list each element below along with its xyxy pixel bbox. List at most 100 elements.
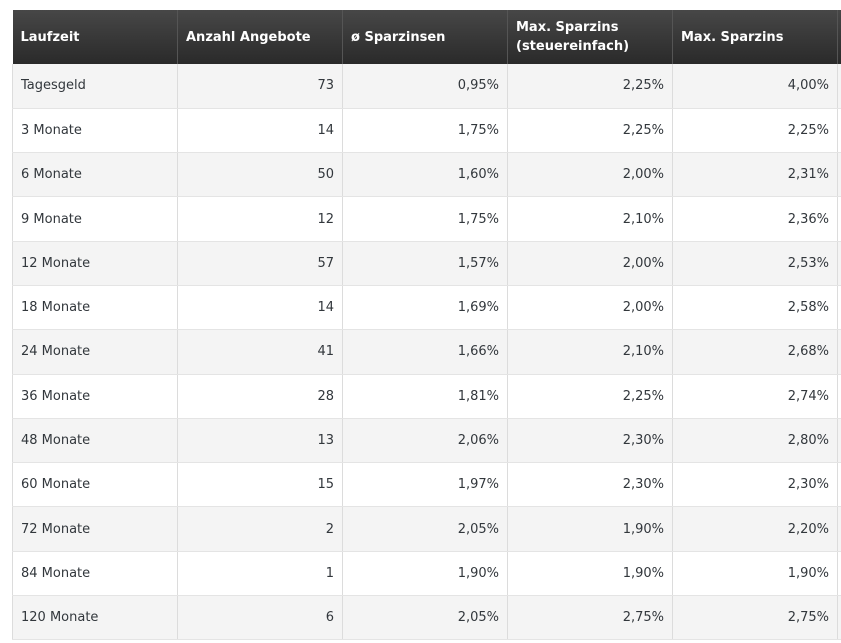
table-row: 60 Monate 15 1,97% 2,30% 2,30% [12, 462, 841, 508]
table-header: Laufzeit Anzahl Angebote ø Sparzinsen Ma… [12, 10, 841, 64]
cell-max-sparzins-steuereinfach: 2,10% [507, 329, 673, 375]
cell-anzahl-angebote: 57 [177, 241, 343, 286]
cell-max-sparzins: 2,80% [672, 418, 838, 464]
header-overflow-column [837, 10, 841, 64]
cell-avg-sparzinsen: 1,69% [342, 285, 508, 331]
cell-max-sparzins: 2,36% [672, 196, 838, 242]
cell-max-sparzins-steuereinfach: 2,25% [507, 374, 673, 419]
cell-overflow-column [837, 152, 841, 198]
cell-max-sparzins-steuereinfach: 2,25% [507, 64, 673, 109]
cell-laufzeit: 9 Monate [12, 196, 178, 242]
cell-avg-sparzinsen: 1,90% [342, 551, 508, 597]
table-row: 120 Monate 6 2,05% 2,75% 2,75% [12, 595, 841, 641]
cell-anzahl-angebote: 2 [177, 506, 343, 552]
table-row: 36 Monate 28 1,81% 2,25% 2,74% [12, 374, 841, 419]
cell-avg-sparzinsen: 2,05% [342, 506, 508, 552]
header-max-sparzins-steuereinfach[interactable]: Max. Sparzins (steuereinfach) [507, 10, 673, 64]
cell-max-sparzins: 2,68% [672, 329, 838, 375]
cell-max-sparzins-steuereinfach: 2,00% [507, 152, 673, 198]
table-row: 18 Monate 14 1,69% 2,00% 2,58% [12, 285, 841, 331]
cell-anzahl-angebote: 15 [177, 462, 343, 508]
table-row: 24 Monate 41 1,66% 2,10% 2,68% [12, 329, 841, 375]
header-row: Laufzeit Anzahl Angebote ø Sparzinsen Ma… [12, 10, 841, 64]
cell-overflow-column [837, 196, 841, 242]
cell-max-sparzins-steuereinfach: 2,10% [507, 196, 673, 242]
table-row: 12 Monate 57 1,57% 2,00% 2,53% [12, 241, 841, 286]
cell-max-sparzins: 2,75% [672, 595, 838, 641]
cell-max-sparzins-steuereinfach: 2,30% [507, 462, 673, 508]
cell-max-sparzins-steuereinfach: 1,90% [507, 551, 673, 597]
cell-laufzeit: 6 Monate [12, 152, 178, 198]
cell-laufzeit: Tagesgeld [12, 64, 178, 109]
table-row: 84 Monate 1 1,90% 1,90% 1,90% [12, 551, 841, 597]
cell-max-sparzins-steuereinfach: 2,75% [507, 595, 673, 641]
cell-overflow-column [837, 418, 841, 464]
cell-overflow-column [837, 241, 841, 286]
cell-max-sparzins: 2,30% [672, 462, 838, 508]
rates-table-container: Laufzeit Anzahl Angebote ø Sparzinsen Ma… [12, 10, 841, 641]
cell-avg-sparzinsen: 1,75% [342, 196, 508, 242]
table-row: 48 Monate 13 2,06% 2,30% 2,80% [12, 418, 841, 464]
cell-laufzeit: 18 Monate [12, 285, 178, 331]
cell-avg-sparzinsen: 1,57% [342, 241, 508, 286]
cell-avg-sparzinsen: 1,75% [342, 108, 508, 154]
cell-max-sparzins-steuereinfach: 2,30% [507, 418, 673, 464]
cell-anzahl-angebote: 1 [177, 551, 343, 597]
cell-laufzeit: 72 Monate [12, 506, 178, 552]
cell-laufzeit: 36 Monate [12, 374, 178, 419]
table-body: Tagesgeld 73 0,95% 2,25% 4,00% 3 Monate 14 1,75… [12, 64, 841, 641]
cell-overflow-column [837, 506, 841, 552]
cell-max-sparzins-steuereinfach: 1,90% [507, 506, 673, 552]
table-row: 3 Monate 14 1,75% 2,25% 2,25% [12, 108, 841, 154]
cell-anzahl-angebote: 14 [177, 285, 343, 331]
table-row: 9 Monate 12 1,75% 2,10% 2,36% [12, 196, 841, 242]
cell-laufzeit: 12 Monate [12, 241, 178, 286]
cell-max-sparzins-steuereinfach: 2,00% [507, 285, 673, 331]
cell-anzahl-angebote: 50 [177, 152, 343, 198]
cell-avg-sparzinsen: 0,95% [342, 64, 508, 109]
cell-avg-sparzinsen: 1,97% [342, 462, 508, 508]
cell-max-sparzins: 2,74% [672, 374, 838, 419]
cell-max-sparzins-steuereinfach: 2,25% [507, 108, 673, 154]
cell-anzahl-angebote: 41 [177, 329, 343, 375]
cell-anzahl-angebote: 13 [177, 418, 343, 464]
cell-overflow-column [837, 551, 841, 597]
header-max-sparzins[interactable]: Max. Sparzins [672, 10, 838, 64]
cell-anzahl-angebote: 73 [177, 64, 343, 109]
cell-overflow-column [837, 374, 841, 419]
cell-laufzeit: 60 Monate [12, 462, 178, 508]
cell-max-sparzins: 2,53% [672, 241, 838, 286]
cell-laufzeit: 48 Monate [12, 418, 178, 464]
cell-max-sparzins: 2,58% [672, 285, 838, 331]
cell-avg-sparzinsen: 1,81% [342, 374, 508, 419]
cell-anzahl-angebote: 14 [177, 108, 343, 154]
rates-table: Laufzeit Anzahl Angebote ø Sparzinsen Ma… [12, 10, 841, 641]
table-row: Tagesgeld 73 0,95% 2,25% 4,00% [12, 64, 841, 109]
cell-avg-sparzinsen: 2,06% [342, 418, 508, 464]
cell-max-sparzins: 2,31% [672, 152, 838, 198]
cell-overflow-column [837, 108, 841, 154]
cell-overflow-column [837, 329, 841, 375]
cell-max-sparzins: 1,90% [672, 551, 838, 597]
cell-laufzeit: 3 Monate [12, 108, 178, 154]
cell-avg-sparzinsen: 1,66% [342, 329, 508, 375]
cell-overflow-column [837, 285, 841, 331]
header-avg-sparzinsen[interactable]: ø Sparzinsen [342, 10, 508, 64]
cell-overflow-column [837, 64, 841, 109]
cell-overflow-column [837, 595, 841, 641]
cell-max-sparzins: 4,00% [672, 64, 838, 109]
cell-anzahl-angebote: 12 [177, 196, 343, 242]
header-laufzeit[interactable]: Laufzeit [12, 10, 178, 64]
cell-overflow-column [837, 462, 841, 508]
cell-max-sparzins-steuereinfach: 2,00% [507, 241, 673, 286]
cell-laufzeit: 84 Monate [12, 551, 178, 597]
cell-avg-sparzinsen: 2,05% [342, 595, 508, 641]
table-row: 72 Monate 2 2,05% 1,90% 2,20% [12, 506, 841, 552]
cell-max-sparzins: 2,25% [672, 108, 838, 154]
cell-laufzeit: 24 Monate [12, 329, 178, 375]
cell-avg-sparzinsen: 1,60% [342, 152, 508, 198]
cell-laufzeit: 120 Monate [12, 595, 178, 641]
header-anzahl-angebote[interactable]: Anzahl Angebote [177, 10, 343, 64]
table-row: 6 Monate 50 1,60% 2,00% 2,31% [12, 152, 841, 198]
cell-max-sparzins: 2,20% [672, 506, 838, 552]
